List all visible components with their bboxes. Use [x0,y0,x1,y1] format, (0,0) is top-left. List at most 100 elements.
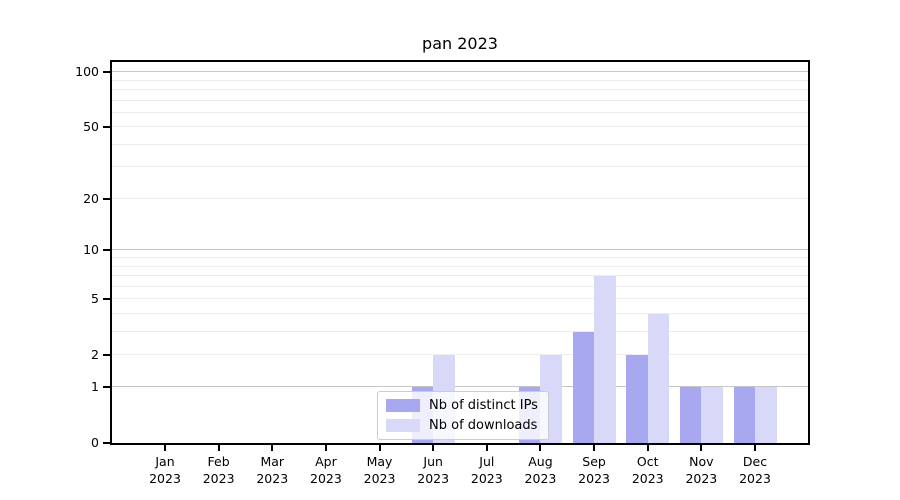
y-tick-label: 5 [91,291,99,307]
x-tick-year: 2023 [149,471,181,486]
x-tick-year: 2023 [202,471,235,486]
x-tick-year: 2023 [631,471,664,486]
x-tick-label: Dec 2023 [725,453,785,487]
legend-label-downloads: Nb of downloads [429,418,538,433]
legend-entry-downloads: Nb of downloads [386,418,538,433]
bar-distinct-ips [679,387,702,443]
gridline-minor [112,275,808,277]
x-tick-label: Jan 2023 [135,453,195,487]
x-axis-tick [646,445,649,451]
chart-title: pan 2023 [422,34,498,53]
y-tick-label: 20 [83,190,99,206]
x-tick-label: Oct 2023 [618,453,678,487]
gridline-minor [112,197,808,199]
x-tick-year: 2023 [739,471,771,486]
y-tick-label: 0 [91,435,99,450]
x-tick-label: Sep 2023 [564,453,624,487]
gridline-minor [112,265,808,267]
x-tick-month: Jan [155,454,175,469]
bar-distinct-ips [572,332,595,443]
x-tick-month: Apr [315,454,337,469]
gridline-minor [112,312,808,314]
gridline-minor [112,126,808,128]
gridline-minor [112,143,808,145]
x-tick-label: May 2023 [350,453,410,487]
x-tick-month: Feb [207,454,230,469]
x-tick-year: 2023 [470,471,503,486]
x-axis-tick [217,445,220,451]
x-axis-tick [593,445,596,451]
gridline-minor [112,298,808,300]
bar-downloads [755,387,777,443]
x-tick-label: Jun 2023 [403,453,463,487]
x-tick-month: Nov [689,454,714,469]
x-tick-year: 2023 [310,471,342,486]
y-tick-label: 100 [75,64,99,80]
gridline-major [112,386,808,388]
gridline-minor [112,111,808,113]
x-tick-month: Jul [479,454,495,469]
y-axis-tick [103,442,110,444]
x-tick-label: Feb 2023 [189,453,249,487]
y-axis-tick [103,386,110,389]
y-tick-label: 1 [91,379,99,395]
x-tick-month: Oct [636,454,659,469]
x-axis-tick [324,445,327,451]
x-axis-tick [378,445,381,451]
x-axis-tick [271,445,274,451]
x-tick-month: Sep [582,454,606,469]
x-axis-tick [432,445,435,451]
gridline-minor [112,330,808,332]
gridline-minor [112,257,808,259]
x-axis-tick [539,445,542,451]
legend-label-distinct-ips: Nb of distinct IPs [429,398,538,413]
y-axis-tick [103,249,110,252]
legend-swatch-distinct-ips-icon [386,399,420,412]
bar-downloads [701,387,723,443]
x-tick-label: Mar 2023 [242,453,302,487]
legend-swatch-downloads-icon [386,419,420,432]
x-tick-month: Jun [423,454,443,469]
y-tick-label: 10 [83,242,99,258]
gridline-major [112,71,808,73]
x-tick-month: Mar [260,454,285,469]
x-tick-label: Jul 2023 [457,453,517,487]
plot-canvas [112,62,808,443]
bar-distinct-ips [733,387,755,443]
gridline-major [112,249,808,251]
y-axis-tick [103,197,110,200]
x-axis-tick [485,445,488,451]
bar-downloads [594,276,616,443]
x-tick-label: Aug 2023 [510,453,570,487]
gridline-minor [112,285,808,287]
plot-area: Nb of distinct IPs Nb of downloads [110,60,810,445]
y-axis-tick [103,353,110,356]
x-tick-year: 2023 [417,471,450,486]
gridline-minor [112,353,808,355]
x-axis-tick [700,445,703,451]
x-tick-month: May [366,454,393,469]
gridline-minor [112,89,808,91]
gridline-minor [112,79,808,81]
y-axis-tick [103,71,110,74]
gridline-minor [112,99,808,101]
x-axis-tick [164,445,166,451]
gridline-minor [112,166,808,168]
bar-downloads [647,314,670,443]
x-tick-year: 2023 [524,471,557,486]
y-axis-tick [103,298,110,301]
x-tick-month: Dec [742,454,768,469]
x-tick-month: Aug [528,454,553,469]
x-tick-label: Nov 2023 [671,453,731,487]
x-axis-tick [754,445,756,451]
x-tick-year: 2023 [256,471,289,486]
x-tick-year: 2023 [578,471,610,486]
y-tick-label: 2 [91,346,99,362]
x-tick-year: 2023 [363,471,396,486]
x-tick-year: 2023 [685,471,718,486]
y-axis-tick [103,126,110,129]
y-tick-label: 50 [83,119,99,135]
x-tick-label: Apr 2023 [296,453,356,487]
bar-distinct-ips [626,355,648,443]
